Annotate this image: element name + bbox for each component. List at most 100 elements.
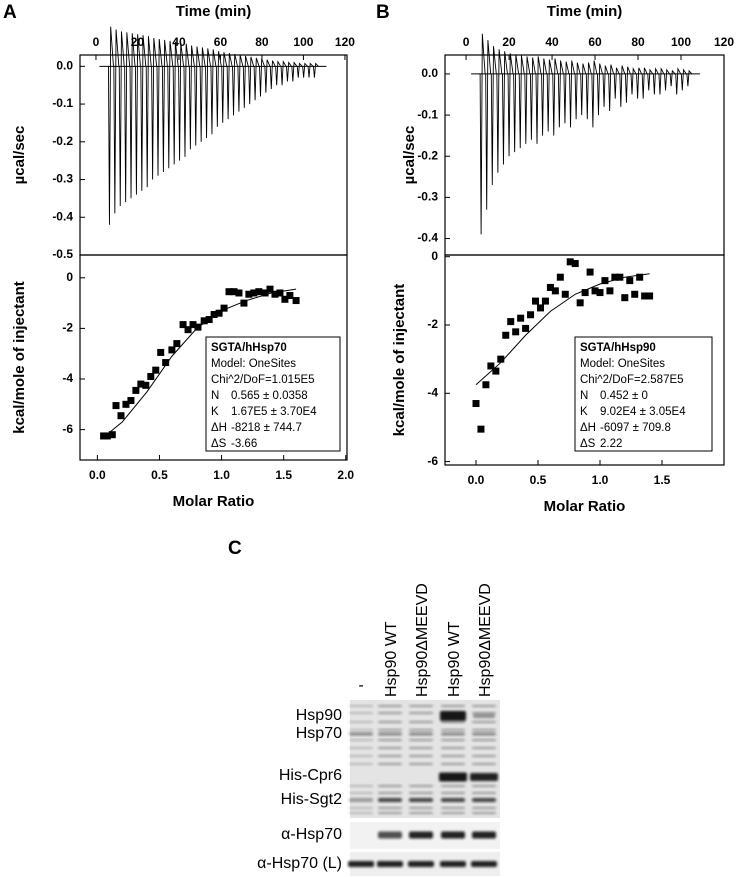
y-axis-title: kcal/mole of injectant	[11, 281, 28, 434]
lane-label: -	[358, 677, 363, 694]
data-point	[108, 431, 116, 439]
injection-peak	[680, 68, 687, 91]
data-point	[157, 348, 165, 356]
x-tick-label: 2.0	[337, 468, 354, 482]
data-point	[611, 273, 619, 281]
gel-band	[472, 831, 496, 839]
data-point	[137, 380, 145, 388]
data-point	[220, 304, 228, 312]
data-point	[200, 317, 208, 325]
data-point	[240, 299, 248, 307]
gel-band	[349, 798, 373, 802]
injection-peak	[535, 56, 542, 144]
lane-label: Hsp90ΔMEEVD	[477, 583, 494, 697]
data-point	[591, 287, 599, 295]
x-tick-label: 0.5	[151, 468, 168, 482]
lane-label: Hsp90 WT	[383, 621, 400, 697]
data-point	[482, 381, 490, 389]
injection-peak	[140, 35, 147, 191]
data-point	[127, 397, 135, 405]
data-point	[100, 432, 108, 440]
injection-peak	[557, 60, 564, 128]
injection-peak	[546, 59, 553, 132]
y-axis-title: kcal/mole of injectant	[391, 284, 408, 437]
y-tick-label: -0.1	[52, 96, 73, 110]
x-tick-label: 80	[255, 35, 269, 49]
data-point	[184, 326, 192, 334]
data-point	[566, 258, 574, 266]
injection-peak	[574, 62, 581, 120]
gel-band	[409, 791, 433, 795]
injection-peak	[253, 57, 260, 101]
injection-peak	[161, 39, 168, 172]
param-name: ΔS	[211, 438, 227, 450]
gel-band	[441, 791, 465, 795]
x-tick-label: 100	[293, 35, 313, 49]
injection-peak	[664, 68, 670, 91]
gel-band	[472, 791, 496, 795]
gel-band	[441, 784, 465, 788]
injection-peak	[496, 49, 503, 173]
data-point	[142, 381, 150, 389]
plot-frame	[444, 254, 725, 466]
fit-model: Model: OneSites	[211, 358, 296, 370]
x-tick-label: 1.0	[592, 473, 609, 487]
injection-peak	[296, 62, 303, 78]
gel-band	[441, 704, 465, 708]
injection-peak	[280, 60, 287, 86]
data-point	[522, 324, 530, 332]
injection-peak	[124, 32, 131, 203]
injection-peak	[485, 39, 492, 210]
data-point	[497, 355, 505, 363]
gel-band	[472, 738, 496, 742]
gel-band	[441, 754, 465, 758]
fit-curve	[103, 288, 297, 438]
param-value: -3.66	[231, 438, 257, 450]
gel-band	[349, 791, 373, 795]
gel-band	[349, 762, 373, 766]
fit-model: Model: OneSites	[580, 358, 665, 370]
fit-curve	[475, 273, 650, 386]
injection-peak	[259, 58, 265, 97]
injection-peak	[129, 33, 136, 199]
injection-peak	[172, 41, 179, 165]
gel-band	[378, 711, 402, 715]
gel-band	[439, 772, 467, 782]
data-point	[162, 359, 170, 367]
data-point	[103, 432, 111, 440]
gel-band	[378, 791, 402, 795]
gel-band	[409, 798, 433, 802]
gel-band	[349, 704, 373, 708]
injection-peak	[502, 51, 508, 165]
gel-band	[349, 746, 373, 750]
gel-band	[472, 811, 496, 815]
injection-peak	[183, 43, 190, 157]
injection-peak	[619, 65, 626, 107]
data-point	[551, 287, 559, 295]
data-point	[122, 400, 130, 408]
gel-band	[472, 798, 496, 802]
y-tick-label: 0	[431, 249, 438, 263]
fit-box	[205, 336, 341, 452]
injection-peak	[264, 59, 271, 93]
data-point	[281, 295, 289, 303]
gel-band	[441, 806, 465, 810]
param-value: 2.22	[600, 438, 622, 450]
gel-band	[377, 861, 403, 867]
data-point	[245, 290, 253, 298]
injection-peak	[307, 62, 314, 78]
x-tick-label: 0.5	[530, 473, 547, 487]
x-tick-label: 0	[463, 35, 470, 49]
gel-band	[349, 711, 373, 715]
data-point	[616, 273, 624, 281]
data-point	[631, 290, 639, 298]
injection-peak	[291, 61, 298, 82]
gel-band	[472, 784, 496, 788]
param-name: N	[211, 390, 219, 402]
param-name: N	[580, 390, 588, 402]
data-point	[561, 290, 569, 298]
x-tick-label: 120	[714, 35, 734, 49]
injection-peak	[529, 57, 536, 140]
gel-band	[349, 720, 373, 724]
injection-peak	[513, 54, 520, 153]
